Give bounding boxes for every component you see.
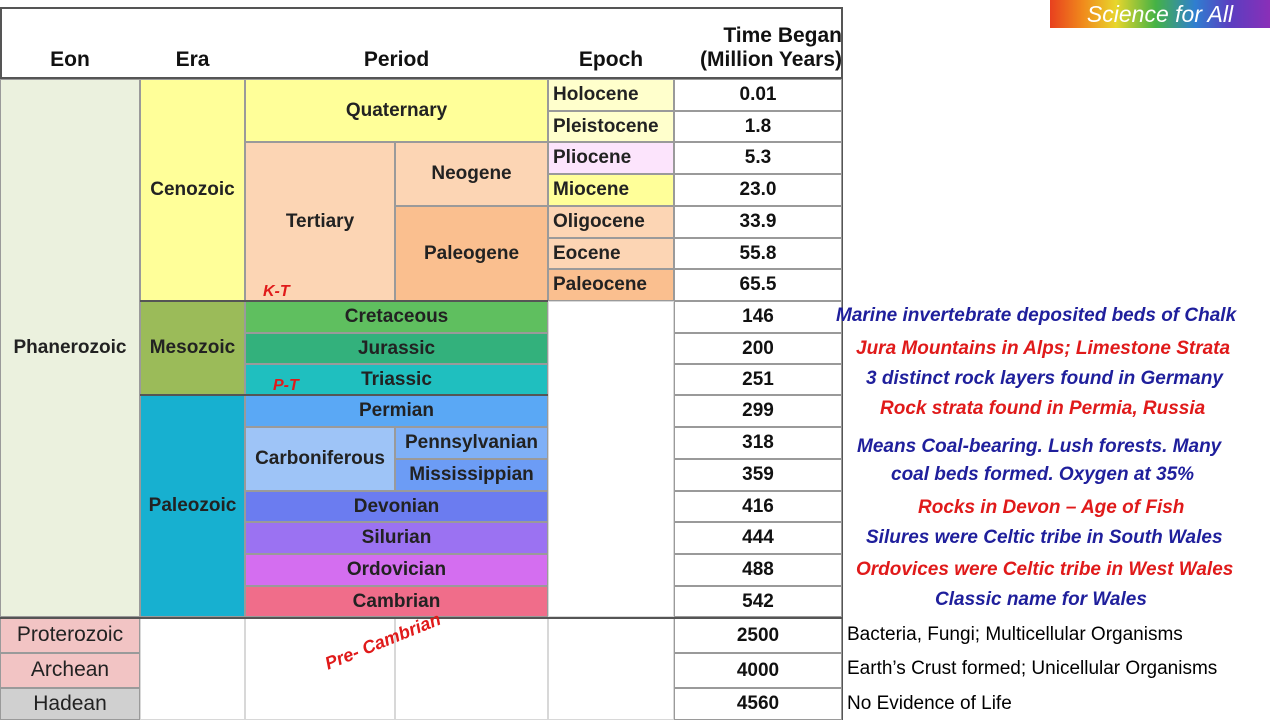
header-eon: Eon bbox=[50, 47, 90, 71]
note-cretaceous: Marine invertebrate deposited beds of Ch… bbox=[836, 305, 1237, 326]
header-era: Era bbox=[175, 47, 210, 71]
header-period: Period bbox=[363, 47, 430, 71]
epoch-paleocene: Paleocene bbox=[548, 269, 674, 301]
note-hadean: No Evidence of Life bbox=[847, 693, 1012, 714]
eon-archean: Archean bbox=[0, 653, 140, 688]
time-pliocene: 5.3 bbox=[674, 142, 842, 174]
note-cambrian: Classic name for Wales bbox=[935, 589, 1147, 610]
era-cenozoic: Cenozoic bbox=[140, 79, 245, 301]
header-time-line1: Time Began bbox=[723, 23, 842, 47]
eon-hadean: Hadean bbox=[0, 688, 140, 720]
epoch-miocene: Miocene bbox=[548, 174, 674, 206]
time-jurassic: 200 bbox=[674, 333, 842, 364]
frame-right bbox=[841, 8, 843, 720]
period-ordovician: Ordovician bbox=[245, 554, 548, 586]
note-archean: Earth’s Crust formed; Unicellular Organi… bbox=[847, 658, 1218, 679]
mesozoic-empty-epoch bbox=[548, 301, 674, 617]
era-paleozoic: Paleozoic bbox=[140, 395, 245, 617]
epoch-pleistocene: Pleistocene bbox=[548, 111, 674, 142]
header-bottom-line bbox=[0, 77, 843, 79]
time-oligocene: 33.9 bbox=[674, 206, 842, 238]
note-proterozoic: Bacteria, Fungi; Multicellular Organisms bbox=[847, 624, 1183, 645]
note-devonian: Rocks in Devon – Age of Fish bbox=[918, 497, 1185, 518]
era-mesozoic: Mesozoic bbox=[140, 301, 245, 395]
period-quaternary: Quaternary bbox=[245, 79, 548, 142]
time-paleocene: 65.5 bbox=[674, 269, 842, 301]
time-permian: 299 bbox=[674, 395, 842, 427]
epoch-oligocene: Oligocene bbox=[548, 206, 674, 238]
time-mississippian: 359 bbox=[674, 459, 842, 491]
header-time-began: Time Began (Million Years) bbox=[674, 8, 842, 78]
note-ordovician: Ordovices were Celtic tribe in West Wale… bbox=[856, 559, 1234, 580]
time-hadean: 4560 bbox=[674, 688, 842, 720]
kt-boundary-label: K-T bbox=[263, 283, 290, 300]
time-cretaceous: 146 bbox=[674, 301, 842, 333]
time-holocene: 0.01 bbox=[674, 79, 842, 111]
time-proterozoic: 2500 bbox=[674, 618, 842, 653]
period-carboniferous: Carboniferous bbox=[245, 427, 395, 491]
note-carboniferous-2: coal beds formed. Oxygen at 35% bbox=[891, 464, 1195, 485]
epoch-holocene: Holocene bbox=[548, 79, 674, 111]
precambrian-empty-epoch bbox=[548, 618, 674, 720]
epoch-pliocene: Pliocene bbox=[548, 142, 674, 174]
note-silurian: Silures were Celtic tribe in South Wales bbox=[866, 527, 1223, 548]
period-pennsylvanian: Pennsylvanian bbox=[395, 427, 548, 459]
period-tertiary: Tertiary bbox=[245, 142, 395, 301]
science-for-all-badge: Science for All bbox=[1050, 0, 1270, 28]
time-pleistocene: 1.8 bbox=[674, 111, 842, 142]
time-devonian: 416 bbox=[674, 491, 842, 522]
time-archean: 4000 bbox=[674, 653, 842, 688]
epoch-eocene: Eocene bbox=[548, 238, 674, 269]
time-cambrian: 542 bbox=[674, 586, 842, 617]
period-devonian: Devonian bbox=[245, 491, 548, 522]
note-triassic: 3 distinct rock layers found in Germany bbox=[866, 368, 1223, 389]
time-triassic: 251 bbox=[674, 364, 842, 395]
period-cretaceous: Cretaceous bbox=[245, 301, 548, 333]
frame-top bbox=[0, 7, 843, 9]
period-mississippian: Mississippian bbox=[395, 459, 548, 491]
note-permian: Rock strata found in Permia, Russia bbox=[880, 398, 1206, 419]
eon-proterozoic: Proterozoic bbox=[0, 618, 140, 653]
time-eocene: 55.8 bbox=[674, 238, 842, 269]
eon-phanerozoic: Phanerozoic bbox=[0, 79, 140, 617]
period-paleogene: Paleogene bbox=[395, 206, 548, 301]
precambrian-empty-era bbox=[140, 618, 245, 720]
mesozoic-boundary-line bbox=[140, 394, 548, 396]
header-epoch: Epoch bbox=[578, 47, 644, 71]
cenozoic-boundary-line bbox=[140, 300, 548, 302]
period-silurian: Silurian bbox=[245, 522, 548, 554]
time-pennsylvanian: 318 bbox=[674, 427, 842, 459]
note-carboniferous-1: Means Coal-bearing. Lush forests. Many bbox=[857, 436, 1222, 457]
time-miocene: 23.0 bbox=[674, 174, 842, 206]
phanerozoic-boundary-line bbox=[0, 617, 843, 619]
pt-boundary-label: P-T bbox=[273, 377, 299, 394]
time-silurian: 444 bbox=[674, 522, 842, 554]
period-neogene: Neogene bbox=[395, 142, 548, 206]
period-cambrian: Cambrian bbox=[245, 586, 548, 617]
period-jurassic: Jurassic bbox=[245, 333, 548, 364]
frame-left bbox=[0, 8, 2, 78]
period-permian: Permian bbox=[245, 395, 548, 427]
note-jurassic: Jura Mountains in Alps; Limestone Strata bbox=[856, 338, 1231, 359]
time-ordovician: 488 bbox=[674, 554, 842, 586]
header-time-line2: (Million Years) bbox=[700, 47, 842, 71]
